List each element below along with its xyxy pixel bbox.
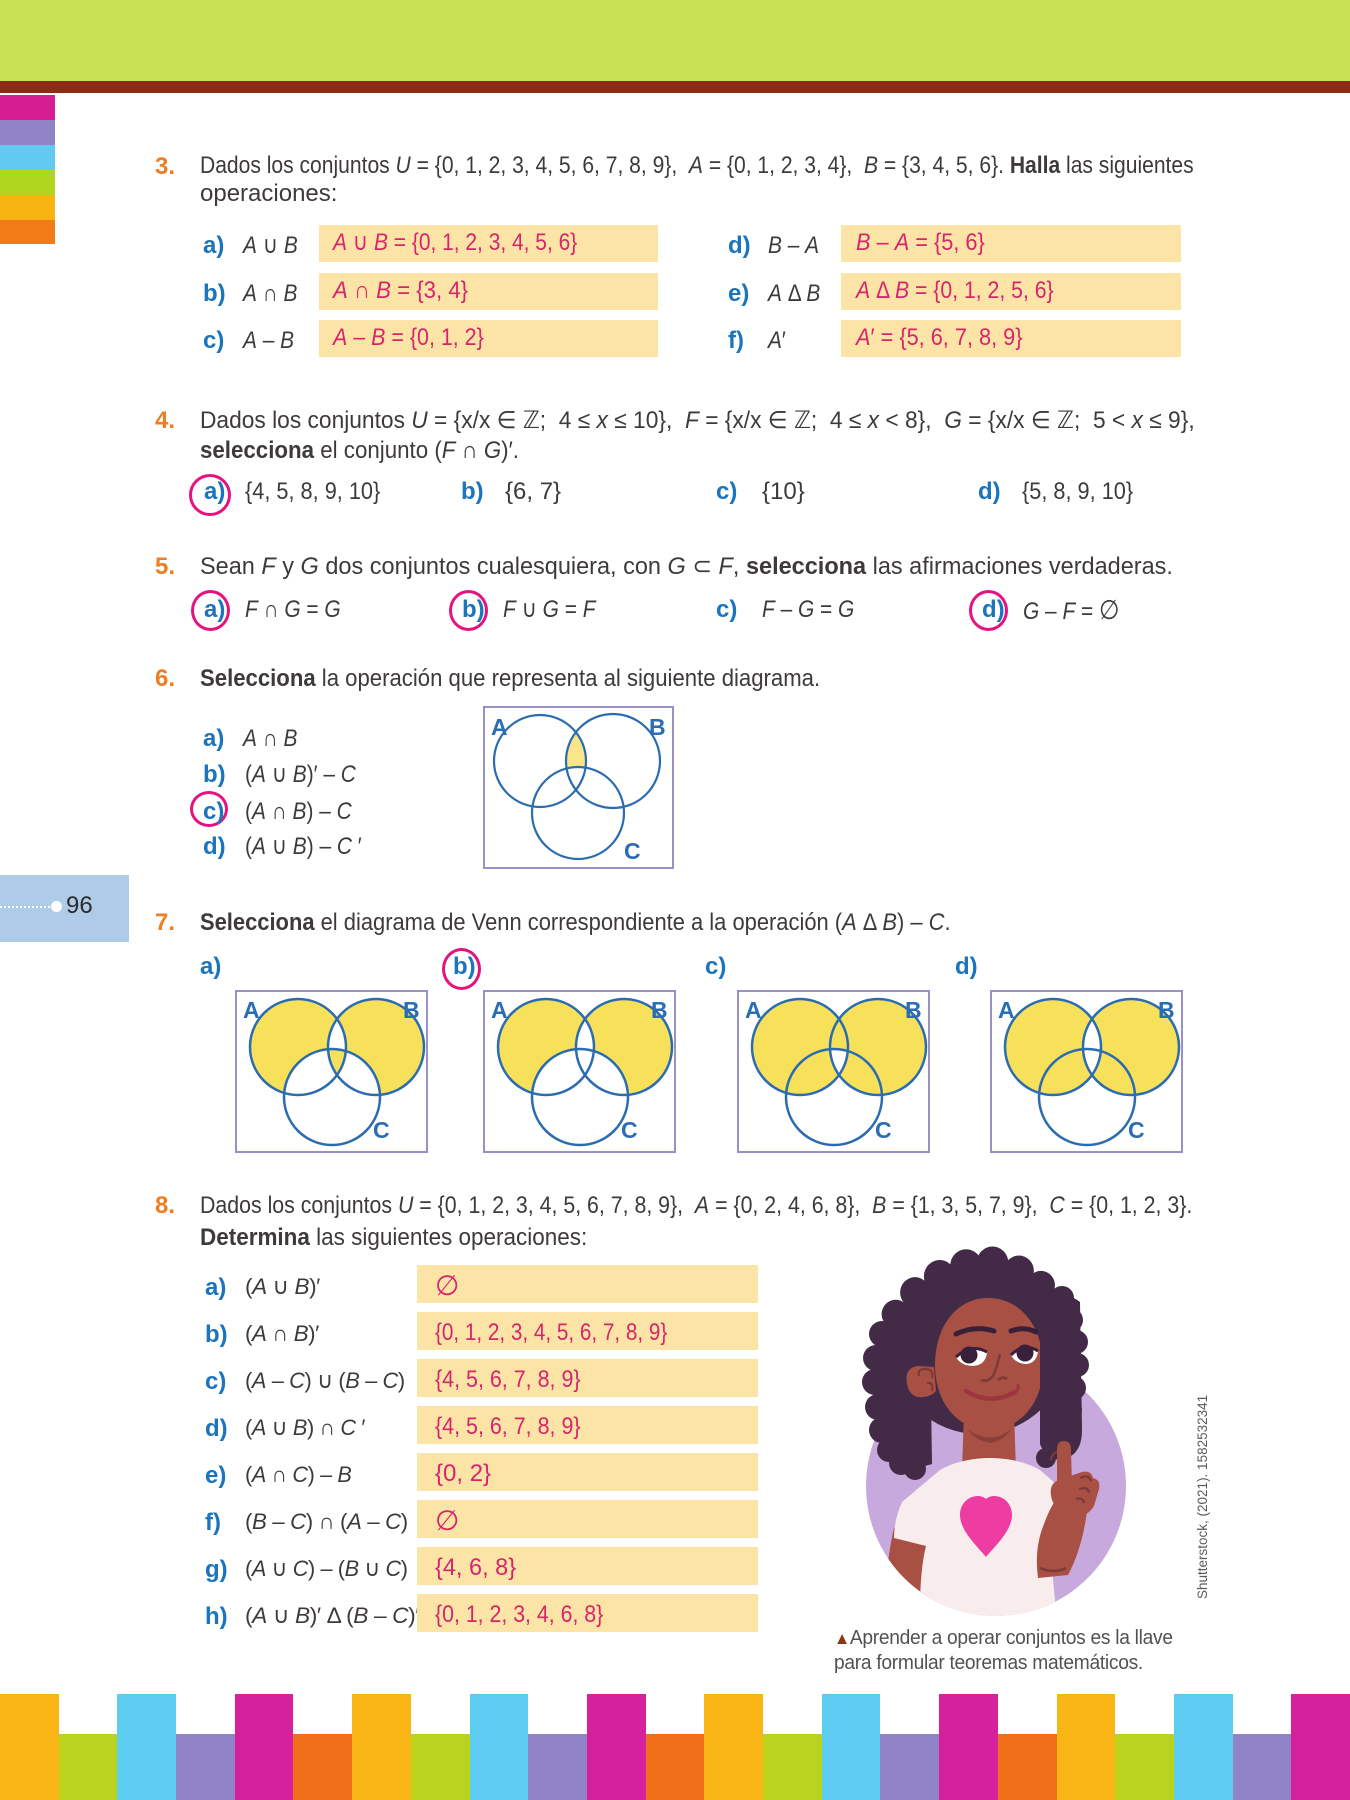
- svg-text:A: A: [491, 714, 508, 740]
- svg-text:B: B: [651, 997, 668, 1023]
- svg-text:B: B: [1158, 997, 1175, 1023]
- svg-text:B: B: [905, 997, 922, 1023]
- svg-text:A: A: [745, 997, 762, 1023]
- svg-text:C: C: [373, 1117, 390, 1143]
- svg-text:A: A: [491, 997, 508, 1023]
- svg-text:C: C: [1128, 1117, 1145, 1143]
- svg-text:B: B: [403, 997, 420, 1023]
- svg-text:A: A: [998, 997, 1015, 1023]
- svg-text:B: B: [649, 714, 666, 740]
- svg-text:C: C: [624, 838, 641, 864]
- svg-text:A: A: [243, 997, 260, 1023]
- svg-text:C: C: [875, 1117, 892, 1143]
- svg-text:C: C: [621, 1117, 638, 1143]
